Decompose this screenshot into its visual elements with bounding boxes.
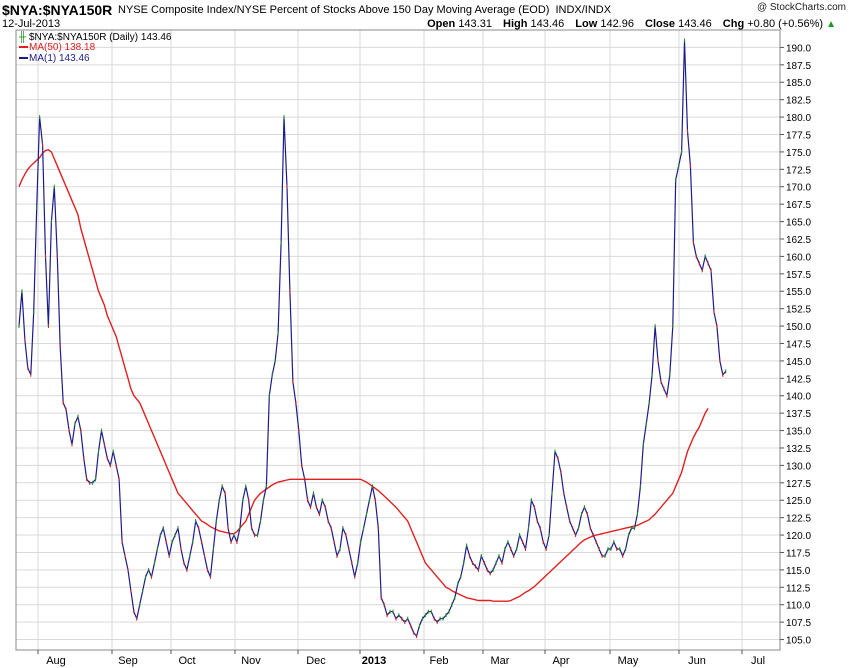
y-tick-label: 182.5 — [786, 96, 811, 107]
x-tick-label: Dec — [306, 655, 326, 667]
series-layer — [18, 38, 727, 639]
x-tick-label: Feb — [430, 655, 449, 667]
y-tick-label: 130.0 — [786, 461, 811, 472]
ma50-line — [18, 149, 709, 602]
y-tick-label: 145.0 — [786, 357, 811, 368]
high-value: 143.46 — [530, 18, 565, 30]
y-tick-label: 152.5 — [786, 305, 811, 316]
chart-date: 12-Jul-2013 — [2, 18, 61, 30]
y-tick-label: 105.0 — [786, 636, 811, 647]
legend: ╫ $NYA:$NYA150R (Daily) 143.46 MA(50) 13… — [18, 30, 172, 64]
y-tick-label: 165.0 — [786, 218, 811, 229]
low-label: Low — [575, 18, 598, 30]
y-tick-label: 147.5 — [786, 339, 811, 350]
y-tick-label: 175.0 — [786, 148, 811, 159]
x-tick-label: Jul — [751, 655, 765, 667]
y-tick-label: 122.5 — [786, 514, 811, 525]
x-axis: Aug Sep Oct Nov Dec 2013 Feb Mar Apr May Jun Jul — [37, 650, 765, 667]
ohlc-readout: Open 143.31 High 143.46 Low 142.96 Close… — [427, 18, 836, 30]
y-tick-label: 142.5 — [786, 374, 811, 385]
y-tick-label: 112.5 — [786, 583, 811, 594]
x-tick-label: 2013 — [362, 655, 386, 667]
x-tick-label: Sep — [118, 655, 138, 667]
chg-label: Chg — [722, 18, 745, 30]
y-tick-label: 170.0 — [786, 183, 811, 194]
legend-main: $NYA:$NYA150R (Daily) 143.46 — [29, 32, 172, 43]
close-label: Close — [645, 18, 676, 30]
x-tick-label: Nov — [241, 655, 261, 667]
x-tick-label: Aug — [46, 655, 66, 667]
low-value: 142.96 — [600, 18, 634, 30]
x-tick-label: Oct — [178, 655, 195, 667]
y-tick-label: 190.0 — [786, 43, 811, 54]
chart-title: NYSE Composite Index/NYSE Percent of Sto… — [118, 4, 611, 16]
y-tick-label: 162.5 — [786, 235, 811, 246]
y-tick-label: 132.5 — [786, 444, 811, 455]
chart-symbol: $NYA:$NYA150R — [2, 2, 113, 18]
price-line — [18, 40, 727, 638]
y-tick-label: 172.5 — [786, 165, 811, 176]
close-value: 143.46 — [678, 18, 712, 30]
open-label: Open — [427, 18, 456, 30]
y-tick-label: 150.0 — [786, 322, 811, 333]
y-tick-label: 137.5 — [786, 409, 811, 420]
y-tick-label: 127.5 — [786, 479, 811, 490]
legend-ma50: MA(50) 138.18 — [29, 42, 96, 53]
x-tick-label: Jun — [688, 655, 706, 667]
y-tick-label: 180.0 — [786, 113, 811, 124]
plot-frame — [15, 29, 781, 651]
y-tick-label: 187.5 — [786, 61, 811, 72]
exchange-label: INDX/INDX — [555, 4, 612, 16]
x-tick-label: May — [618, 655, 639, 667]
y-tick-label: 120.0 — [786, 531, 811, 542]
y-tick-label: 167.5 — [786, 200, 811, 211]
x-tick-label: Apr — [552, 655, 569, 667]
watermark: @ StockCharts.com — [756, 2, 846, 13]
open-value: 143.31 — [458, 18, 492, 30]
y-tick-label: 107.5 — [786, 618, 811, 629]
y-tick-label: 157.5 — [786, 270, 811, 281]
y-tick-label: 160.0 — [786, 252, 811, 263]
y-tick-label: 125.0 — [786, 496, 811, 507]
chg-value: +0.80 (+0.56%) — [747, 18, 824, 30]
up-arrow-icon: ▲ — [826, 19, 836, 30]
gridlines — [16, 30, 780, 650]
legend-ma1: MA(1) 143.46 — [29, 53, 90, 64]
y-tick-label: 110.0 — [786, 601, 811, 612]
y-tick-label: 117.5 — [786, 548, 811, 559]
legend-tick-icon: ╫ — [18, 30, 27, 44]
y-tick-label: 115.0 — [786, 566, 811, 577]
y-tick-label: 135.0 — [786, 427, 811, 438]
y-tick-label: 177.5 — [786, 130, 811, 141]
high-label: High — [503, 18, 528, 30]
x-tick-label: Mar — [491, 655, 510, 667]
y-axis: 105.0 107.5 110.0 112.5 115.0 117.5 120.0 122.5… — [780, 43, 811, 647]
y-tick-label: 140.0 — [786, 392, 811, 403]
y-tick-label: 185.0 — [786, 78, 811, 89]
y-tick-label: 155.0 — [786, 287, 811, 298]
chart-title-text: NYSE Composite Index/NYSE Percent of Sto… — [118, 4, 550, 16]
